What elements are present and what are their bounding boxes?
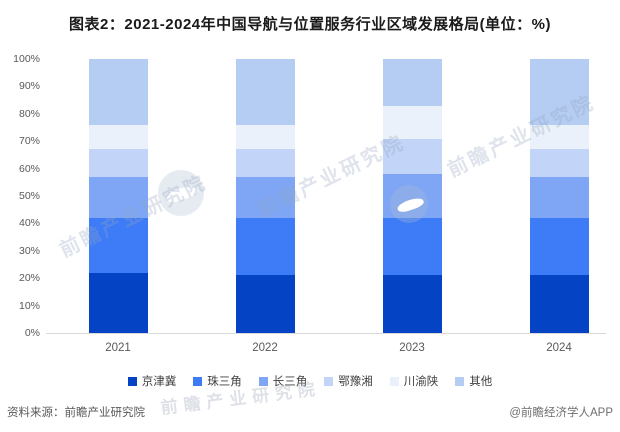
legend-swatch-icon: [127, 376, 137, 386]
bar-2024-segment-珠三角: [529, 217, 589, 276]
bar-2023: [382, 59, 442, 333]
bar-2021-segment-珠三角: [88, 217, 148, 273]
bar-2024-segment-鄂豫湘: [529, 149, 589, 177]
legend-item-长三角: 长三角: [258, 373, 308, 389]
legend-swatch-icon: [455, 376, 465, 386]
legend-item-京津冀: 京津冀: [127, 373, 177, 389]
bar-2021-segment-京津冀: [88, 272, 148, 333]
x-axis-label-2022: 2022: [252, 342, 278, 354]
legend-label: 其他: [469, 376, 493, 388]
chart-title: 图表2：2021-2024年中国导航与位置服务行业区域发展格局(单位：%): [69, 16, 551, 33]
y-axis-tick: 50%: [18, 190, 40, 202]
bar-2023-segment-京津冀: [382, 275, 442, 333]
source-note: 资料来源：前瞻产业研究院: [7, 407, 145, 419]
bar-2024-segment-京津冀: [529, 275, 589, 333]
legend-swatch-icon: [193, 376, 203, 386]
y-axis-tick: 100%: [13, 53, 40, 65]
y-axis: 0% 10% 20% 30% 40% 50% 60% 70% 80% 90% 100%: [0, 53, 40, 339]
bar-2021-segment-川渝陕: [88, 124, 148, 150]
legend-item-川渝陕: 川渝陕: [389, 373, 439, 389]
bar-2021-segment-其他: [88, 59, 148, 125]
y-axis-tick: 10%: [18, 299, 40, 312]
x-axis-label-2024: 2024: [546, 342, 572, 354]
bar-2023-segment-长三角: [382, 174, 442, 218]
legend-item-其他: 其他: [455, 373, 492, 389]
brand-credit: @前瞻经济学人APP: [509, 407, 613, 419]
bar-2023-segment-其他: [382, 59, 442, 106]
legend: 京津冀 珠三角 长三角 鄂豫湘 川渝陕 其他: [0, 373, 620, 389]
bar-2023-segment-川渝陕: [382, 105, 442, 139]
y-axis-tick: 70%: [18, 135, 40, 148]
x-axis-label-2021: 2021: [105, 342, 131, 354]
bar-2023-segment-珠三角: [382, 217, 442, 276]
bar-2021: [88, 59, 148, 333]
bar-2022-segment-珠三角: [235, 217, 295, 276]
bar-2021-segment-鄂豫湘: [88, 149, 148, 177]
legend-label: 珠三角: [207, 376, 242, 388]
plot-area: 2021 2022 2023 2024: [46, 59, 606, 354]
legend-swatch-icon: [324, 376, 334, 386]
bar-2024: [529, 59, 589, 333]
bar-2023-segment-鄂豫湘: [382, 138, 442, 175]
legend-swatch-icon: [389, 376, 399, 386]
bar-2022-segment-鄂豫湘: [235, 149, 295, 177]
y-axis-tick: 60%: [18, 162, 40, 175]
y-axis-tick: 0%: [24, 327, 40, 339]
legend-item-珠三角: 珠三角: [193, 373, 242, 389]
bar-2022-segment-川渝陕: [235, 124, 295, 150]
y-axis-tick: 40%: [18, 217, 40, 230]
legend-label: 鄂豫湘: [338, 376, 373, 388]
y-axis-tick: 30%: [18, 244, 40, 257]
x-axis-label-2023: 2023: [399, 342, 425, 354]
y-axis-tick: 80%: [18, 107, 40, 120]
legend-label: 川渝陕: [403, 376, 439, 388]
legend-label: 长三角: [272, 376, 308, 388]
bar-2024-segment-其他: [529, 59, 589, 125]
bar-2024-segment-长三角: [529, 176, 589, 218]
bar-2021-segment-长三角: [88, 176, 148, 218]
bar-2022: [235, 59, 295, 333]
legend-item-鄂豫湘: 鄂豫湘: [324, 373, 373, 389]
bar-2024-segment-川渝陕: [529, 124, 589, 150]
bar-2022-segment-京津冀: [235, 275, 295, 333]
legend-label: 京津冀: [141, 376, 177, 388]
bar-2022-segment-长三角: [235, 176, 295, 218]
bar-2022-segment-其他: [235, 59, 295, 125]
legend-swatch-icon: [258, 376, 268, 386]
y-axis-tick: 20%: [18, 272, 40, 285]
y-axis-tick: 90%: [18, 80, 40, 93]
